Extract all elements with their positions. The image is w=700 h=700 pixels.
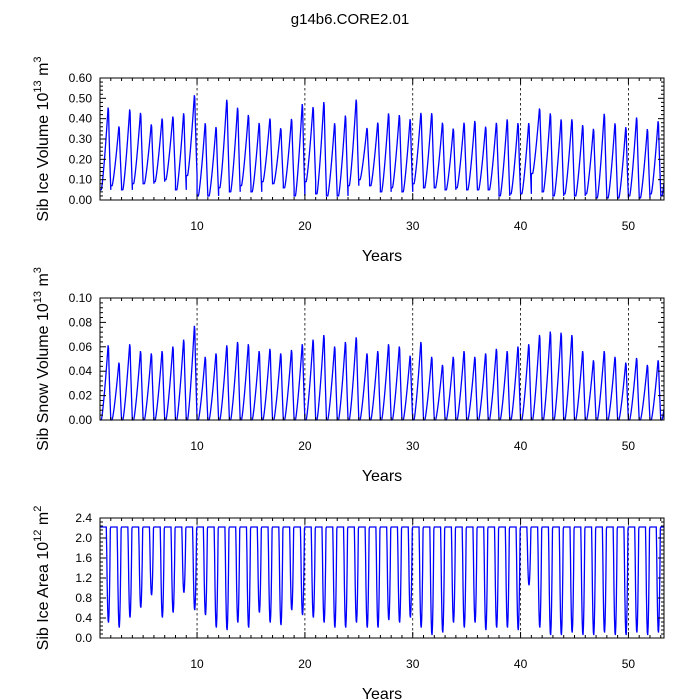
x-tick-label: 50 <box>622 657 636 671</box>
x-tick-label: 30 <box>406 219 420 233</box>
y-tick-label: 0.10 <box>69 291 93 305</box>
plot-frame <box>99 297 665 421</box>
y-axis-title: Sib Snow Volume 1013 m3 <box>32 267 52 451</box>
y-tick-label: 0.0 <box>75 631 92 645</box>
y-tick-label: 0.08 <box>69 315 93 329</box>
y-tick-label: 0.30 <box>69 132 93 146</box>
y-tick-label: 0.40 <box>69 112 93 126</box>
y-axis-title: Sib Ice Area 1012 m2 <box>32 506 52 651</box>
y-tick-label: 0.10 <box>69 173 93 187</box>
y-tick-label: 2.0 <box>75 531 92 545</box>
series-line <box>100 526 664 636</box>
x-tick-label: 10 <box>190 439 204 453</box>
x-tick-label: 40 <box>514 657 528 671</box>
y-axis-title: Sib Ice Volume 1013 m3 <box>32 56 52 221</box>
y-tick-label: 0.8 <box>75 591 92 605</box>
x-tick-label: 10 <box>190 657 204 671</box>
chart-panel-ice-volume: 10 20 30 40 50 0.00 0.10 0.20 0.30 0.40 0.50 0.60 Ye… <box>32 56 665 265</box>
y-tick-label: 0.20 <box>69 152 93 166</box>
y-tick-label: 0.04 <box>69 364 93 378</box>
x-tick-label: 30 <box>406 439 420 453</box>
y-tick-label: 0.00 <box>69 413 93 427</box>
panels: 10 20 30 40 50 0.00 0.10 0.20 0.30 0.40 0.50 0.60 Ye… <box>32 56 665 700</box>
x-tick-label: 50 <box>622 219 636 233</box>
x-tick-label: 10 <box>190 219 204 233</box>
y-tick-label: 0.50 <box>69 91 93 105</box>
x-tick-label: 40 <box>514 219 528 233</box>
x-tick-label: 30 <box>406 657 420 671</box>
y-tick-label: 2.4 <box>75 511 92 525</box>
x-tick-label: 20 <box>298 219 312 233</box>
chart-panel-ice-area: 10 20 30 40 50 0.0 0.4 0.8 1.2 1.6 2.0 2.4 Years Sib … <box>32 506 665 700</box>
series-line <box>100 325 665 421</box>
y-tick-label: 0.60 <box>69 71 93 85</box>
x-tick-label: 20 <box>298 657 312 671</box>
x-axis-title: Years <box>362 686 402 700</box>
y-tick-label: 1.2 <box>75 571 92 585</box>
x-axis-title: Years <box>362 468 402 485</box>
x-tick-label: 50 <box>622 439 636 453</box>
x-tick-label: 20 <box>298 439 312 453</box>
figure-title: g14b6.CORE2.01 <box>291 11 409 28</box>
y-tick-label: 0.02 <box>69 389 93 403</box>
y-tick-label: 0.06 <box>69 340 93 354</box>
y-tick-label: 1.6 <box>75 551 92 565</box>
y-tick-label: 0.4 <box>75 611 92 625</box>
series-line <box>100 95 665 199</box>
x-tick-label: 40 <box>514 439 528 453</box>
y-tick-label: 0.00 <box>69 193 93 207</box>
chart-panel-snow-volume: 10 20 30 40 50 0.00 0.02 0.04 0.06 0.08 0.10 Years S… <box>32 267 665 485</box>
x-axis-title: Years <box>362 248 402 265</box>
